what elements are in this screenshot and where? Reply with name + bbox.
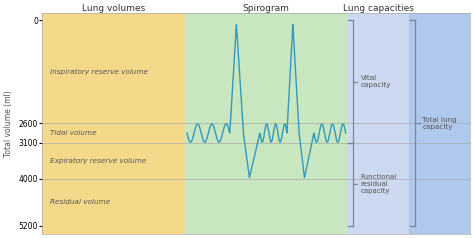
Bar <box>348 13 409 234</box>
Bar <box>185 13 348 234</box>
Text: Functional
residual
capacity: Functional residual capacity <box>361 174 397 194</box>
Text: Lung volumes: Lung volumes <box>82 4 145 13</box>
Text: Total lung
capacity: Total lung capacity <box>422 117 457 130</box>
Y-axis label: Total volume (ml): Total volume (ml) <box>4 90 13 157</box>
Text: Spirogram: Spirogram <box>243 4 290 13</box>
Text: Lung capacities: Lung capacities <box>343 4 414 13</box>
Text: Vital
capacity: Vital capacity <box>361 75 391 88</box>
Bar <box>409 13 470 234</box>
Bar <box>42 13 185 234</box>
Text: Expiratory reserve volume: Expiratory reserve volume <box>50 158 146 164</box>
Text: Tidal volume: Tidal volume <box>50 130 96 136</box>
Text: Residual volume: Residual volume <box>50 199 110 205</box>
Text: Inspiratory reserve volume: Inspiratory reserve volume <box>50 69 148 75</box>
